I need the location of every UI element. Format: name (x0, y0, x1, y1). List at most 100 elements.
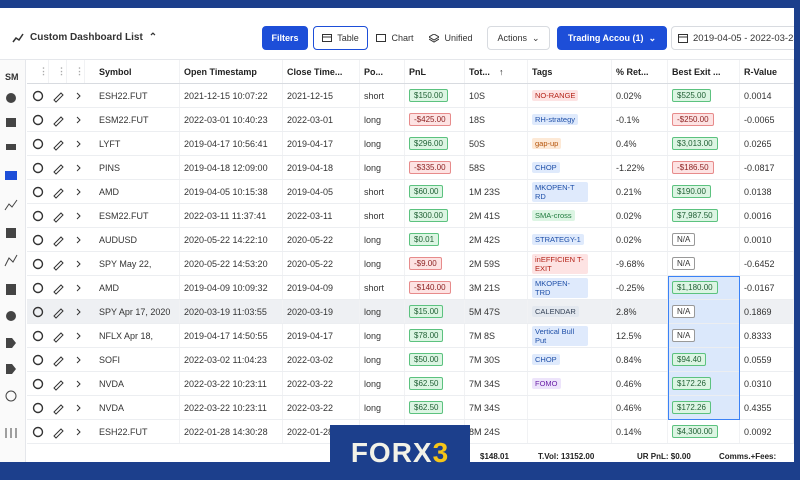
edit-icon[interactable] (53, 380, 64, 391)
table-row[interactable]: NVDA 2022-03-22 10:23:11 2022-03-22 long $62… (27, 396, 794, 420)
column-header[interactable]: Tags (528, 60, 612, 83)
review-icon[interactable] (32, 306, 44, 318)
tag[interactable]: SMA-cross (532, 210, 575, 221)
edit-icon[interactable] (53, 212, 64, 223)
tag[interactable]: STRATEGY-1 (532, 234, 584, 245)
actions-button[interactable]: Actions ⌄ (487, 26, 550, 50)
edit-icon[interactable] (53, 116, 64, 127)
review-icon[interactable] (32, 114, 44, 126)
table-button[interactable]: Table (313, 26, 368, 50)
row-actions[interactable] (27, 84, 91, 108)
expand-icon[interactable] (76, 428, 81, 436)
column-header[interactable]: Open Timestamp (180, 60, 283, 83)
row-actions[interactable] (27, 156, 91, 180)
expand-icon[interactable] (76, 188, 81, 196)
column-header[interactable]: R-Value (740, 60, 794, 83)
unified-button[interactable]: Unified (423, 26, 479, 50)
column-header[interactable]: Best Exit ... (668, 60, 740, 83)
tag[interactable]: CHOP (532, 162, 560, 173)
nav-icon[interactable] (6, 338, 16, 348)
row-actions[interactable] (27, 372, 91, 396)
nav-icon[interactable] (6, 93, 16, 103)
tag[interactable]: CALENDAR (532, 306, 579, 317)
expand-icon[interactable] (76, 140, 81, 148)
edit-icon[interactable] (53, 404, 64, 415)
nav-icon[interactable] (6, 118, 16, 127)
table-row[interactable]: ESM22.FUT 2022-03-01 10:40:23 2022-03-01 lo… (27, 108, 794, 132)
review-icon[interactable] (32, 234, 44, 246)
column-header[interactable]: Tot... (465, 60, 528, 83)
table-row[interactable]: NVDA 2022-03-22 10:23:11 2022-03-22 long $62… (27, 372, 794, 396)
review-icon[interactable] (32, 282, 44, 294)
edit-icon[interactable] (53, 356, 64, 367)
tag[interactable]: gap-up (532, 138, 562, 149)
chart-button[interactable]: Chart (369, 26, 421, 50)
nav-icon[interactable] (4, 199, 18, 211)
column-header[interactable]: PnL (405, 60, 465, 83)
review-icon[interactable] (32, 330, 44, 342)
expand-icon[interactable] (76, 164, 81, 172)
nav-icon[interactable] (6, 144, 16, 150)
row-actions[interactable] (27, 420, 91, 444)
column-handle[interactable]: ⋮ (71, 60, 85, 83)
review-icon[interactable] (32, 162, 44, 174)
edit-icon[interactable] (53, 236, 64, 247)
edit-icon[interactable] (53, 308, 64, 319)
tag[interactable]: CHOP (532, 354, 560, 365)
expand-icon[interactable] (76, 116, 81, 124)
review-icon[interactable] (32, 90, 44, 102)
review-icon[interactable] (32, 258, 44, 270)
nav-icon[interactable] (5, 428, 17, 438)
review-icon[interactable] (32, 402, 44, 414)
tag[interactable]: MKOPEN-T RD (532, 181, 588, 202)
expand-icon[interactable] (76, 284, 81, 292)
expand-icon[interactable] (76, 92, 81, 100)
row-actions[interactable] (27, 252, 91, 276)
column-handle[interactable]: ⋮ (53, 60, 67, 83)
review-icon[interactable] (32, 378, 44, 390)
table-row[interactable]: ESM22.FUT 2022-03-11 11:37:41 2022-03-11 sh… (27, 204, 794, 228)
expand-icon[interactable] (76, 260, 81, 268)
tag[interactable]: RH-strategy (532, 114, 579, 125)
expand-icon[interactable] (76, 380, 81, 388)
expand-icon[interactable] (76, 332, 81, 340)
row-actions[interactable] (27, 396, 91, 420)
expand-icon[interactable] (76, 212, 81, 220)
column-header[interactable]: Symbol (95, 60, 180, 83)
edit-icon[interactable] (53, 260, 64, 271)
expand-icon[interactable] (76, 404, 81, 412)
expand-icon[interactable] (76, 356, 81, 364)
row-actions[interactable] (27, 228, 91, 252)
row-actions[interactable] (27, 348, 91, 372)
expand-icon[interactable] (76, 236, 81, 244)
review-icon[interactable] (32, 186, 44, 198)
table-row[interactable]: NFLX Apr 18, 2019-04-17 14:50:55 2019-04-1… (27, 324, 794, 348)
edit-icon[interactable] (53, 188, 64, 199)
row-actions[interactable] (27, 324, 91, 348)
review-icon[interactable] (32, 354, 44, 366)
tag[interactable]: inEFFICIEN T-EXIT (532, 253, 588, 274)
table-row[interactable]: ESH22.FUT 2021-12-15 10:07:22 2021-12-15 sh… (27, 84, 794, 108)
column-header[interactable]: Po... (360, 60, 405, 83)
edit-icon[interactable] (53, 140, 64, 151)
row-actions[interactable] (27, 204, 91, 228)
column-header[interactable]: Close Time... (283, 60, 360, 83)
edit-icon[interactable] (53, 164, 64, 175)
column-header[interactable]: % Ret... (612, 60, 668, 83)
edit-icon[interactable] (53, 92, 64, 103)
nav-icon[interactable] (5, 171, 17, 180)
sidebar-label[interactable]: SM (5, 72, 19, 82)
table-row[interactable]: AMD 2019-04-05 10:15:38 2019-04-05 short $60… (27, 180, 794, 204)
nav-icon[interactable] (6, 228, 16, 238)
tag[interactable]: FOMO (532, 378, 561, 389)
table-row[interactable]: SPY May 22, 2020-05-22 14:53:20 2020-05-22… (27, 252, 794, 276)
nav-icon[interactable] (6, 311, 16, 321)
table-row[interactable]: SOFI 2022-03-02 11:04:23 2022-03-02 long $50… (27, 348, 794, 372)
row-actions[interactable] (27, 132, 91, 156)
date-range[interactable]: 2019-04-05 - 2022-03-23 (671, 26, 800, 50)
table-row[interactable]: SPY Apr 17, 2020 2020-03-19 11:03:55 2020-… (27, 300, 794, 324)
expand-icon[interactable] (76, 308, 81, 316)
sort-indicator[interactable]: ↑ (499, 66, 504, 77)
row-actions[interactable] (27, 300, 91, 324)
review-icon[interactable] (32, 426, 44, 438)
